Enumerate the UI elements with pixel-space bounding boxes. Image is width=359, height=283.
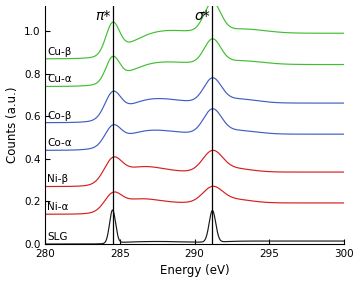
Text: SLG: SLG (47, 232, 67, 242)
Text: Co-β: Co-β (47, 111, 71, 121)
Text: π*: π* (95, 8, 111, 23)
Text: σ*: σ* (195, 8, 211, 23)
Text: Co-α: Co-α (47, 138, 71, 148)
X-axis label: Energy (eV): Energy (eV) (160, 264, 229, 277)
Text: Cu-α: Cu-α (47, 74, 71, 84)
Y-axis label: Counts (a.u.): Counts (a.u.) (5, 87, 19, 163)
Text: Cu-β: Cu-β (47, 47, 71, 57)
Text: Ni-α: Ni-α (47, 202, 68, 212)
Text: Ni-β: Ni-β (47, 174, 68, 185)
